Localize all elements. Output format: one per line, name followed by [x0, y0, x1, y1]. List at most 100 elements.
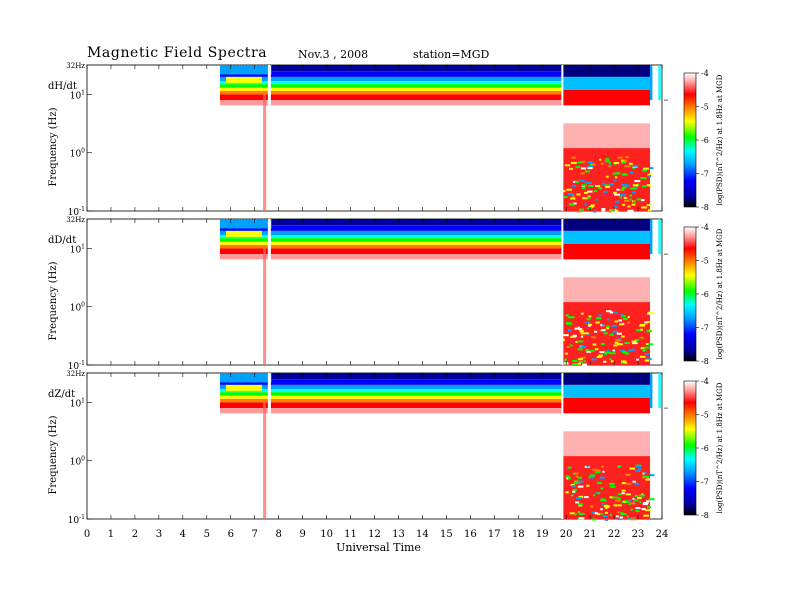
spectral-speckle	[602, 515, 608, 518]
spectral-speckle	[587, 323, 593, 326]
spectral-speckle	[643, 167, 649, 170]
spectral-speckle	[621, 315, 626, 318]
spectral-speckle	[606, 327, 610, 330]
spectral-speckle	[573, 202, 577, 205]
spectral-speckle	[646, 184, 651, 187]
spectral-speckle	[564, 352, 568, 355]
spectral-speckle	[641, 508, 646, 511]
spectral-speckle	[631, 203, 636, 206]
spectral-speckle	[625, 493, 631, 496]
spectral-speckle	[590, 474, 595, 477]
spectral-speckle	[614, 163, 617, 166]
spectral-speckle	[580, 345, 587, 348]
event-spike	[263, 248, 267, 365]
spectral-speckle	[649, 474, 655, 477]
spectral-speckle	[566, 188, 573, 191]
spectral-speckle	[587, 167, 592, 170]
x-axis	[86, 65, 663, 211]
spectral-speckle	[578, 208, 585, 211]
spectral-speckle	[629, 171, 634, 174]
spectral-speckle	[584, 181, 590, 184]
spectral-speckle	[632, 191, 636, 194]
spectral-speckle	[567, 466, 572, 469]
spectral-speckle	[603, 505, 610, 508]
y-tick-label-32hz: 32Hz	[66, 216, 85, 224]
spectral-speckle	[577, 358, 583, 361]
spectral-speckle	[563, 334, 569, 337]
spectral-speckle	[587, 181, 592, 184]
spectral-speckle	[579, 330, 584, 333]
spectral-speckle	[619, 188, 625, 191]
spectral-speckle	[599, 351, 605, 354]
spectral-speckle	[589, 167, 593, 170]
spectral-speckle	[582, 187, 586, 190]
colorbar-tick-label: -4	[701, 69, 709, 78]
data-gap	[267, 373, 271, 416]
spectral-speckle	[621, 482, 626, 485]
spectral-speckle	[594, 330, 598, 333]
spectral-speckle	[605, 351, 611, 354]
spectral-speckle	[569, 316, 575, 319]
spectral-speckle	[577, 161, 584, 164]
spectral-speckle	[616, 332, 622, 335]
spectral-speckle	[641, 206, 648, 209]
spectral-speckle	[619, 196, 622, 199]
spectral-speckle	[639, 494, 645, 497]
spectral-speckle	[624, 342, 630, 345]
spectral-speckle	[609, 333, 614, 336]
spectral-speckle	[604, 511, 609, 514]
spectral-speckle	[589, 476, 595, 479]
spectral-band	[219, 230, 563, 236]
spectral-speckle	[629, 467, 635, 470]
spectral-speckle	[592, 343, 597, 346]
colorbar	[683, 380, 697, 516]
spectral-speckle	[591, 518, 597, 521]
spectral-speckle	[629, 198, 632, 201]
spectral-speckle	[588, 185, 594, 188]
spectral-speckle	[636, 198, 641, 201]
spectral-speckle	[619, 194, 626, 197]
y-tick-label-32hz: 32Hz	[66, 62, 85, 70]
spectral-speckle	[601, 502, 605, 505]
spectral-speckle	[620, 362, 625, 365]
spectral-speckle	[595, 492, 598, 495]
spectral-speckle	[601, 207, 606, 210]
spectral-speckle	[564, 196, 568, 199]
spectral-speckle	[644, 359, 650, 362]
spectral-speckle	[615, 339, 621, 342]
spectral-speckle	[630, 508, 633, 511]
spectral-band	[219, 219, 563, 226]
spectral-speckle	[582, 160, 586, 163]
spectral-band	[650, 65, 653, 101]
spectral-speckle	[647, 209, 652, 212]
spectral-speckle	[578, 495, 584, 498]
spectral-speckle	[596, 355, 602, 358]
spectral-speckle	[590, 349, 595, 352]
panel-dH-dt: 32Hz 101 100 10-1 dH/dt Frequency (Hz) -4 -5 -6 -…	[48, 62, 724, 218]
spectral-speckle	[585, 349, 589, 352]
spectral-speckle	[641, 476, 646, 479]
spectral-speckle	[626, 515, 629, 518]
spectral-speckle	[634, 180, 641, 183]
spectral-speckle	[570, 197, 576, 200]
spectral-speckle	[641, 185, 647, 188]
spectral-speckle	[604, 352, 608, 355]
spectral-speckle	[574, 327, 581, 330]
station-label: station=MGD	[413, 48, 490, 61]
spectral-speckle	[595, 198, 599, 201]
colorbar-tick-label: -4	[701, 377, 709, 386]
spectral-speckle	[606, 349, 609, 352]
spectral-band	[219, 373, 563, 380]
spectral-speckle	[601, 465, 604, 468]
spectral-speckle	[635, 465, 641, 468]
spectral-speckle	[578, 517, 585, 520]
spectral-speckle	[596, 492, 601, 495]
spectral-speckle	[627, 321, 630, 324]
spectral-speckle	[646, 330, 652, 333]
y-tick-label: 101	[70, 89, 85, 101]
spectral-speckle	[620, 349, 625, 352]
spectral-speckle	[578, 503, 583, 506]
spectral-speckle	[614, 193, 620, 196]
spectral-speckle	[613, 191, 617, 194]
spectral-band	[219, 379, 563, 385]
